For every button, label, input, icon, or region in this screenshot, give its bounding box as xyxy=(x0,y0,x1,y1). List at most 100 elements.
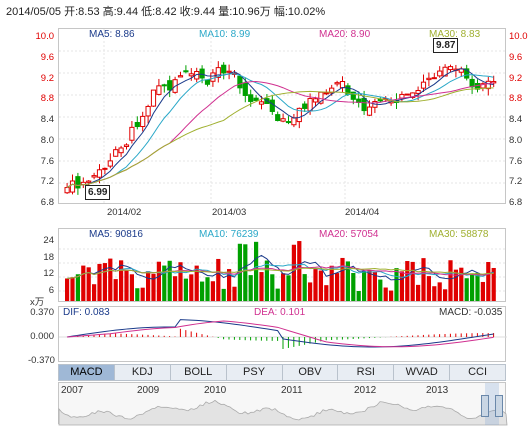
volume-bar xyxy=(437,282,442,301)
volume-bar xyxy=(443,289,448,301)
price-axis-left-tick: 7.2 xyxy=(40,176,54,188)
price-axis-left-tick: 10.0 xyxy=(35,31,55,42)
candle-body xyxy=(161,84,167,87)
price-axis-left-tick: 6.8 xyxy=(40,197,54,208)
volume-bar xyxy=(248,275,253,301)
volume-bar xyxy=(173,276,178,301)
volume-axis-left-tick: 12 xyxy=(43,268,54,280)
volume-bar xyxy=(345,261,350,301)
volume-bar xyxy=(151,273,156,301)
quote-header: 2014/05/05 开:8.53 高:9.44 低:8.42 收:9.44 量… xyxy=(6,6,326,18)
vol-ma10-label: MA10: 76239 xyxy=(199,229,259,240)
macd-axis-left-tick: 0.000 xyxy=(30,331,54,342)
tab-wvad[interactable]: WVAD xyxy=(394,365,451,380)
volume-bar xyxy=(81,265,86,301)
volume-bar xyxy=(97,263,102,301)
volume-bar xyxy=(86,267,91,301)
candle-body xyxy=(215,67,221,78)
price-axis-right-tick: 8.0 xyxy=(509,134,523,146)
candle-body xyxy=(210,72,216,82)
candle-body xyxy=(447,66,454,71)
volume-bar xyxy=(216,258,221,301)
low-price-label: 6.99 xyxy=(85,185,111,200)
tab-kdj[interactable]: KDJ xyxy=(115,365,171,380)
candlestick-chart xyxy=(59,29,507,205)
tab-obv[interactable]: OBV xyxy=(283,365,339,380)
vol-ma20-label: MA20: 57054 xyxy=(319,229,379,240)
macd-value-label: MACD: -0.035 xyxy=(439,307,503,318)
range-handle-left[interactable] xyxy=(481,395,489,417)
volume-bar xyxy=(286,275,291,301)
candle-body xyxy=(199,68,205,79)
candle-body xyxy=(426,77,432,81)
volume-axis-left-tick: 18 xyxy=(43,251,54,263)
vol-ma5-label: MA5: 90816 xyxy=(89,229,143,240)
tab-rsi[interactable]: RSI xyxy=(338,365,395,380)
candle-body xyxy=(302,103,308,109)
candle-body xyxy=(118,147,124,154)
candle-body xyxy=(123,144,130,148)
price-axis-left-tick: 8.8 xyxy=(40,93,54,105)
candle-body xyxy=(366,106,373,116)
candle-body xyxy=(204,79,211,85)
tab-boll[interactable]: BOLL xyxy=(171,365,227,380)
vol-ma30-label: MA30: 58878 xyxy=(429,229,489,240)
volume-bar xyxy=(119,260,124,301)
year-label-2007: 2007 xyxy=(61,385,84,396)
indicator-tabs: MACD KDJ BOLL PSY OBV RSI WVAD CCI xyxy=(58,364,506,381)
volume-bar xyxy=(324,285,329,301)
volume-panel[interactable]: MA5: 90816 MA10: 76239 MA20: 57054 MA30:… xyxy=(58,228,507,302)
candle-body xyxy=(361,97,367,112)
candle-body xyxy=(113,149,119,157)
volume-bar xyxy=(205,277,210,301)
volume-bar xyxy=(140,287,145,301)
candle-body xyxy=(291,117,297,126)
volume-bar xyxy=(459,267,464,301)
volume-bar xyxy=(183,278,188,301)
volume-bar xyxy=(367,269,372,301)
volume-bar xyxy=(162,265,167,301)
macd-panel[interactable]: DIF: 0.083 DEA: 0.101 MACD: -0.035 xyxy=(58,306,507,362)
dea-line xyxy=(66,320,494,348)
candle-body xyxy=(339,80,346,89)
tab-psy[interactable]: PSY xyxy=(227,365,283,380)
candle-body xyxy=(91,175,97,178)
candle-body xyxy=(188,73,194,77)
year-label-2010: 2010 xyxy=(204,385,227,396)
range-handle-right[interactable] xyxy=(495,395,503,417)
timeline-navigator[interactable]: 2007 2009 2010 2011 2012 2013 xyxy=(58,382,508,426)
candle-body xyxy=(194,70,200,80)
price-axis-left-tick: 9.6 xyxy=(40,51,54,63)
volume-bar xyxy=(156,261,161,301)
volume-bar xyxy=(194,265,199,301)
dif-line xyxy=(66,319,494,348)
macd-axis-left-tick: -0.370 xyxy=(28,355,55,366)
candle-body xyxy=(437,70,443,77)
candle-body xyxy=(323,92,329,95)
volume-axis-left-tick: 6 xyxy=(48,285,54,296)
candle-body xyxy=(102,167,108,170)
candle-body xyxy=(129,126,135,141)
year-label-2012: 2012 xyxy=(354,385,377,396)
candle-body xyxy=(253,97,259,101)
tab-cci[interactable]: CCI xyxy=(468,366,488,378)
volume-bar xyxy=(108,258,113,301)
volume-unit: x万 xyxy=(30,297,45,308)
volume-bar xyxy=(270,274,275,301)
volume-bar xyxy=(421,258,426,301)
candle-body xyxy=(464,68,470,79)
volume-bar xyxy=(92,284,97,301)
candlestick-panel[interactable]: MA5: 8.86 MA10: 8.99 MA20: 8.90 MA30: 8.… xyxy=(58,28,507,205)
volume-bar xyxy=(124,269,129,301)
volume-bar xyxy=(475,272,480,301)
high-price-label: 9.87 xyxy=(433,38,459,53)
candle-body xyxy=(177,75,184,78)
year-label-2009: 2009 xyxy=(137,385,160,396)
price-axis-right-tick: 9.6 xyxy=(509,51,523,63)
candle-body xyxy=(134,122,140,128)
candle-body xyxy=(167,80,173,91)
candle-body xyxy=(280,118,286,122)
volume-chart xyxy=(59,241,507,301)
price-axis-right-tick: 7.6 xyxy=(509,155,523,167)
tab-macd[interactable]: MACD xyxy=(59,365,115,380)
